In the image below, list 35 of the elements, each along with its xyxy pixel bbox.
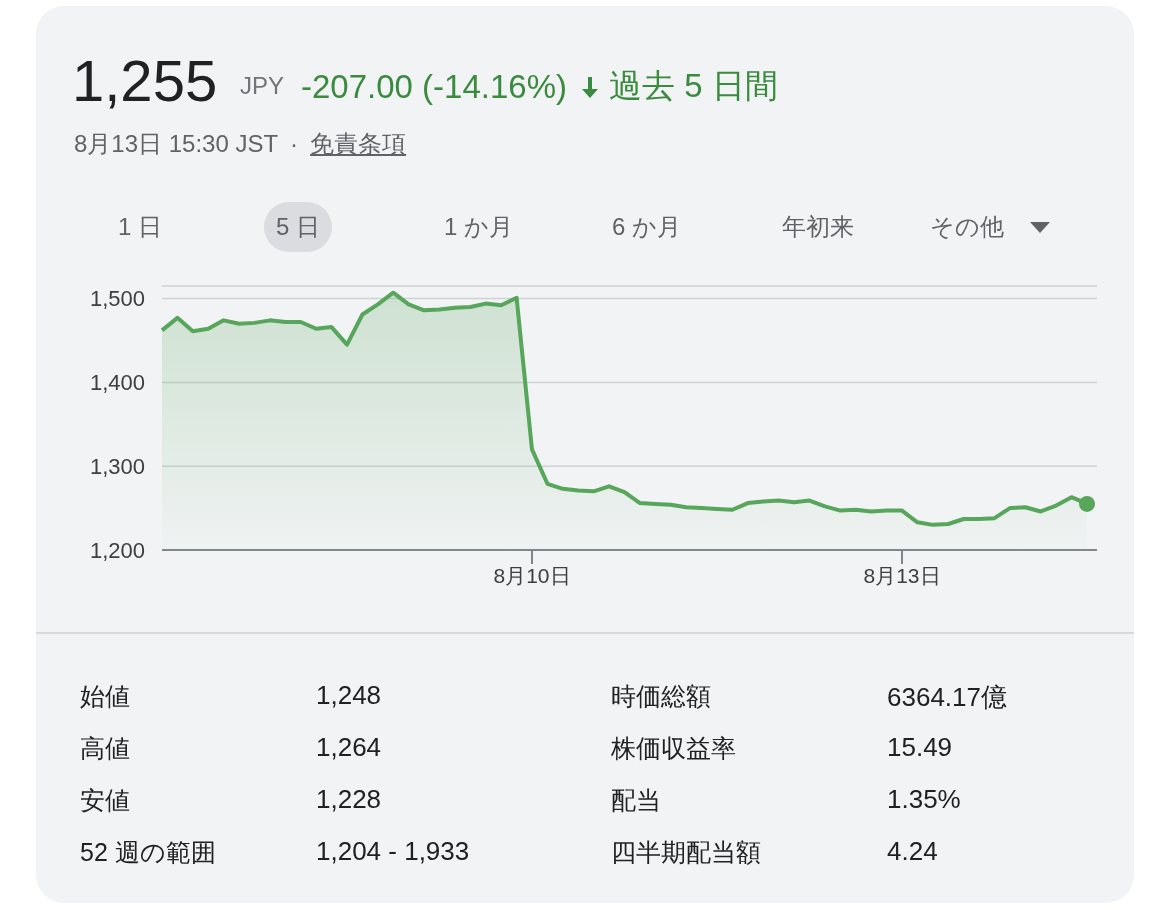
text: 1,204 - 1,933 bbox=[316, 836, 470, 867]
y-tick-label: 1,400 bbox=[89, 370, 145, 396]
y-tick-label: 1,200 bbox=[89, 537, 145, 563]
text: 6364.17億 bbox=[887, 681, 1007, 714]
text: 安値 bbox=[80, 785, 130, 816]
text: 1 か月 bbox=[444, 212, 514, 242]
text: 四半期配当額 bbox=[611, 837, 761, 868]
x-tick-label: 8月10日 bbox=[493, 563, 571, 587]
text: 15.49 bbox=[887, 732, 953, 763]
text: その他 bbox=[930, 212, 1004, 242]
text: 4.24 bbox=[887, 836, 938, 867]
text: 8月13日 15:30 JST bbox=[74, 130, 279, 157]
y-tick-label: 1,500 bbox=[89, 286, 145, 312]
text: 1.35% bbox=[887, 784, 961, 815]
text: 高値 bbox=[80, 733, 130, 764]
text: JPY bbox=[240, 72, 285, 100]
text: 1,248 bbox=[316, 680, 382, 711]
text: 株価収益率 bbox=[611, 733, 736, 764]
text: 1,264 bbox=[316, 732, 382, 763]
text: · bbox=[290, 130, 299, 157]
text: 過去 5 日間 bbox=[608, 66, 778, 106]
y-tick-label: 1,300 bbox=[89, 454, 145, 479]
text: 6 か月 bbox=[612, 212, 682, 242]
text: 1,228 bbox=[316, 784, 382, 815]
text: 5 日 bbox=[264, 202, 333, 252]
text: -207.00 (-14.16%) bbox=[301, 67, 567, 106]
text: 年初来 bbox=[782, 212, 854, 242]
text: 1 日 bbox=[118, 212, 163, 242]
text: 時価総額 bbox=[611, 681, 711, 712]
text: 52 週の範囲 bbox=[80, 837, 216, 868]
text: 配当 bbox=[611, 785, 661, 816]
text: 始値 bbox=[80, 681, 130, 712]
text: 免責条項 bbox=[310, 130, 407, 157]
chart-title: 1,255 bbox=[72, 47, 218, 115]
x-tick-label: 8月13日 bbox=[863, 563, 941, 587]
